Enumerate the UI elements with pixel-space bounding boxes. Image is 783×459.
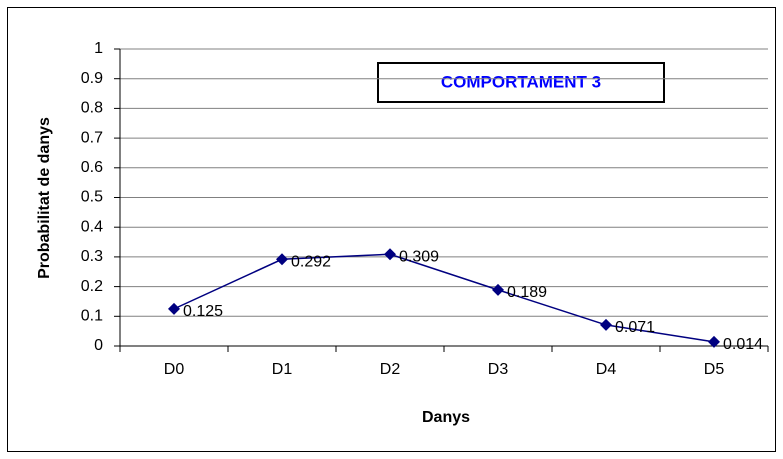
chart-title: COMPORTAMENT 3 — [441, 72, 601, 91]
x-tick-label: D5 — [704, 361, 725, 378]
y-tick-label: 0.5 — [81, 189, 103, 206]
data-line — [173, 253, 715, 343]
data-point — [276, 253, 288, 266]
title-box — [377, 62, 665, 103]
data-label: 0.125 — [183, 303, 223, 320]
x-tick-label: D0 — [164, 361, 185, 378]
data-label: 0.014 — [723, 336, 763, 353]
data-label: 0.071 — [615, 319, 655, 336]
y-tick-label: 0.7 — [81, 129, 103, 146]
x-tick-label: D1 — [272, 361, 293, 378]
y-tick-label: 1 — [94, 40, 103, 57]
data-label: 0.292 — [291, 253, 331, 270]
x-tick-label: D2 — [380, 361, 401, 378]
data-point — [384, 248, 396, 261]
y-tick-label: 0 — [94, 337, 103, 354]
data-label: 0.309 — [399, 248, 439, 265]
data-point — [600, 318, 612, 331]
data-label: 0.189 — [507, 284, 547, 301]
y-tick-label: 0.8 — [81, 100, 103, 117]
data-point — [492, 283, 504, 296]
y-tick-label: 0.6 — [81, 159, 103, 176]
y-axis-label: Probabilitat de danys — [36, 117, 53, 279]
y-tick-label: 0.3 — [81, 248, 103, 265]
x-tick-label: D3 — [488, 361, 509, 378]
y-tick-label: 0.2 — [81, 278, 103, 295]
x-axis-label: Danys — [422, 409, 470, 426]
data-point — [168, 302, 180, 315]
data-point — [708, 335, 720, 348]
x-tick-label: D4 — [596, 361, 617, 378]
y-tick-label: 0.4 — [81, 218, 103, 235]
y-tick-label: 0.1 — [81, 308, 103, 325]
y-tick-label: 0.9 — [81, 70, 103, 87]
